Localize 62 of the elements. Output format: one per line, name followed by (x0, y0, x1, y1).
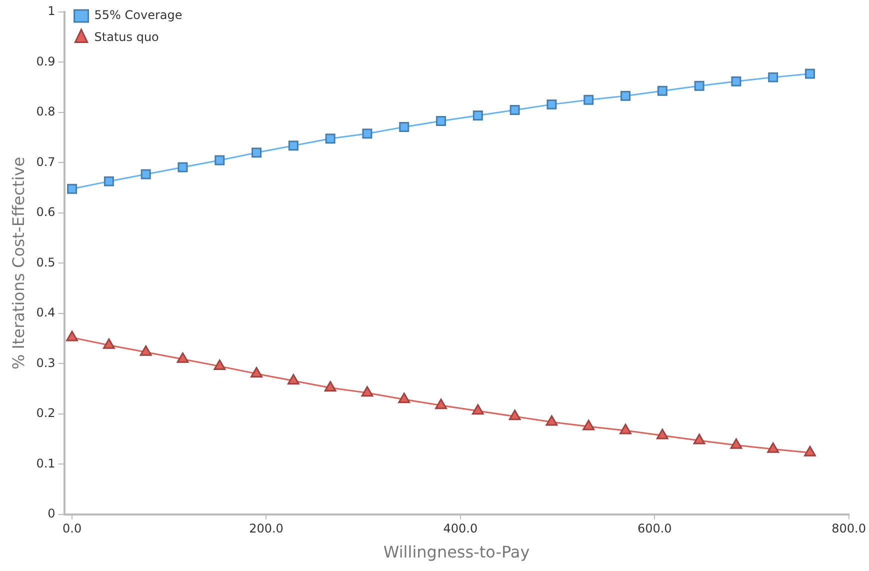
point (178, 162, 188, 172)
point (508, 410, 521, 420)
y-tick-label: 0.3 (36, 356, 56, 370)
point (546, 99, 557, 110)
point (546, 415, 558, 426)
x-tick-label: 600.0 (637, 522, 672, 536)
y-tick-label: 0.1 (36, 456, 56, 470)
point (361, 386, 374, 397)
point (103, 338, 115, 349)
point (582, 420, 595, 430)
point (398, 392, 410, 404)
y-tick-label: 0.4 (36, 306, 56, 320)
point (325, 134, 336, 144)
y-tick-label: 0.7 (36, 154, 56, 169)
point (510, 104, 520, 115)
point (324, 381, 336, 392)
point (656, 428, 668, 440)
point (104, 176, 114, 186)
point (584, 94, 594, 105)
y-axis-title: % Iterations Cost-Effective (8, 156, 28, 370)
y-tick-label: 0.2 (36, 406, 56, 420)
x-tick-label: 400.0 (443, 522, 478, 536)
y-tick-label: 0.6 (36, 205, 56, 220)
legend-label: Status quo (94, 30, 159, 44)
point (620, 90, 630, 101)
point (67, 184, 78, 194)
point (694, 80, 704, 91)
y-tick-label: 0.9 (36, 54, 56, 68)
point (436, 116, 446, 126)
point (214, 359, 226, 370)
x-tick-label: 0.0 (62, 522, 82, 536)
y-tick-label: 0 (48, 506, 56, 521)
point (362, 128, 372, 139)
x-axis-title: Willingness-to-Pay (383, 542, 530, 562)
point (472, 404, 484, 415)
point (399, 122, 410, 132)
point (287, 374, 300, 385)
point (767, 442, 780, 453)
legend-label: 55% Coverage (94, 8, 182, 22)
point (657, 86, 668, 96)
point (252, 148, 262, 158)
point (288, 140, 298, 151)
point (140, 345, 152, 356)
point (435, 398, 447, 410)
point (214, 155, 225, 166)
y-tick-label: 0.8 (36, 104, 56, 119)
point (804, 446, 816, 456)
point (66, 330, 78, 342)
y-tick-label: 0.5 (36, 255, 56, 270)
y-tick-label: 1 (48, 4, 56, 18)
point (804, 68, 815, 79)
x-tick-label: 200.0 (249, 522, 284, 536)
point (620, 424, 632, 434)
point (250, 366, 262, 378)
point (730, 438, 742, 449)
point (140, 169, 151, 180)
point (768, 72, 778, 82)
point (176, 352, 189, 363)
point (731, 76, 742, 86)
point (693, 434, 706, 444)
point (472, 110, 483, 120)
x-tick-label: 800.0 (832, 522, 866, 536)
